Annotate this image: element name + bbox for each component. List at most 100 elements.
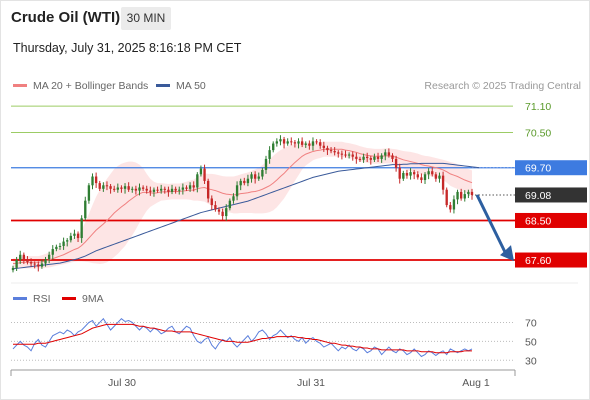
candle-body [467,191,470,195]
candle-body [196,174,199,188]
candle-body [282,139,286,144]
candle-body [87,185,91,201]
candle-body [333,151,336,153]
level-label-69.70: 69.70 [525,163,551,175]
candle-body [214,205,217,210]
candle-body [279,139,282,142]
candle-body [470,191,474,195]
rsi-tick-70: 70 [525,317,537,329]
candle-body [163,188,166,190]
candle-body [37,264,40,267]
candle-body [250,174,253,179]
candle-body [127,186,130,190]
candle-body [351,154,354,157]
candle-body [373,156,376,160]
candle-body [73,233,76,236]
candle-body [304,143,307,145]
candle-body [181,187,185,190]
candle-body [412,172,416,175]
candle-body [44,259,47,264]
candle-body [391,155,394,159]
level-label-bg-68.50 [515,212,587,228]
ma50-line [12,162,480,270]
candle-body [459,191,463,199]
forecast-arrow-shaft [475,194,508,255]
candle-body [416,174,419,178]
candle-body [178,189,181,191]
level-label-bg-69.70 [515,160,587,176]
candle-body [235,185,239,197]
candle-body [337,152,340,154]
candle-body [427,171,430,175]
candle-body [11,267,15,271]
candle-body [394,158,398,168]
legend-rsi-ma: 9MA [62,293,104,305]
candle-body [102,185,105,189]
rsi-tick-50: 50 [525,336,537,348]
legend-ma50: MA 50 [156,80,206,92]
candle-body [264,158,268,170]
candle-body [431,171,434,175]
candle-body [293,142,297,144]
candle-body [243,180,246,184]
candle-body [366,156,369,159]
candle-body [449,205,452,210]
candle-body [438,175,441,179]
candle-body [286,141,289,144]
candle-body [441,175,445,190]
candle-body [156,189,159,191]
candle-body [405,172,409,176]
candle-body [84,200,87,219]
candle-body [192,185,195,188]
candle-body [463,194,466,199]
candle-body [29,262,33,264]
timeframe-badge[interactable]: 30 MIN [121,7,171,30]
candle-body [94,176,98,184]
candle-body [33,263,36,265]
candle-body [300,141,304,145]
candle-body [152,189,156,192]
candle-body [257,176,260,179]
rsi-swatch [13,296,27,300]
legend-rsi: RSI [13,293,51,305]
candle-body [355,156,358,159]
candle-body [347,154,351,156]
x-tick-label: Jul 30 [108,377,136,389]
candle-body [221,211,224,217]
candle-body [91,176,94,186]
candle-body [225,208,228,217]
candle-body [19,254,22,261]
forecast-arrow-head [500,245,514,262]
candle-body [376,156,380,159]
candle-body [340,153,344,155]
candle-body [308,143,311,146]
candle-body [51,249,54,255]
candle-body [232,196,235,201]
candle-body [445,189,448,206]
candle-body [456,191,459,200]
legend-bb: MA 20 + Bollinger Bands [13,80,148,92]
candle-body [290,141,293,143]
candle-body [297,141,300,144]
candle-body [185,187,188,189]
candle-body [217,209,221,212]
bb-label: MA 20 + Bollinger Bands [33,80,149,92]
candle-body [22,254,26,260]
candle-body [109,186,112,189]
candle-body [62,241,65,246]
rsi-ma-line [13,323,472,354]
candle-body [315,141,318,143]
candle-body [80,218,83,239]
candle-body [420,177,423,181]
candle-body [239,180,242,186]
instrument-title: Crude Oil (WTI) [11,9,121,26]
candle-body [76,233,80,239]
candle-body [113,188,116,190]
candle-body [398,167,401,179]
x-tick-label: Aug 1 [462,377,490,389]
candle-body [58,245,62,247]
level-label-69.08: 69.08 [525,190,551,202]
timestamp: Thursday, July 31, 2025 8:16:18 PM CET [13,41,242,55]
candle-body [98,183,101,189]
